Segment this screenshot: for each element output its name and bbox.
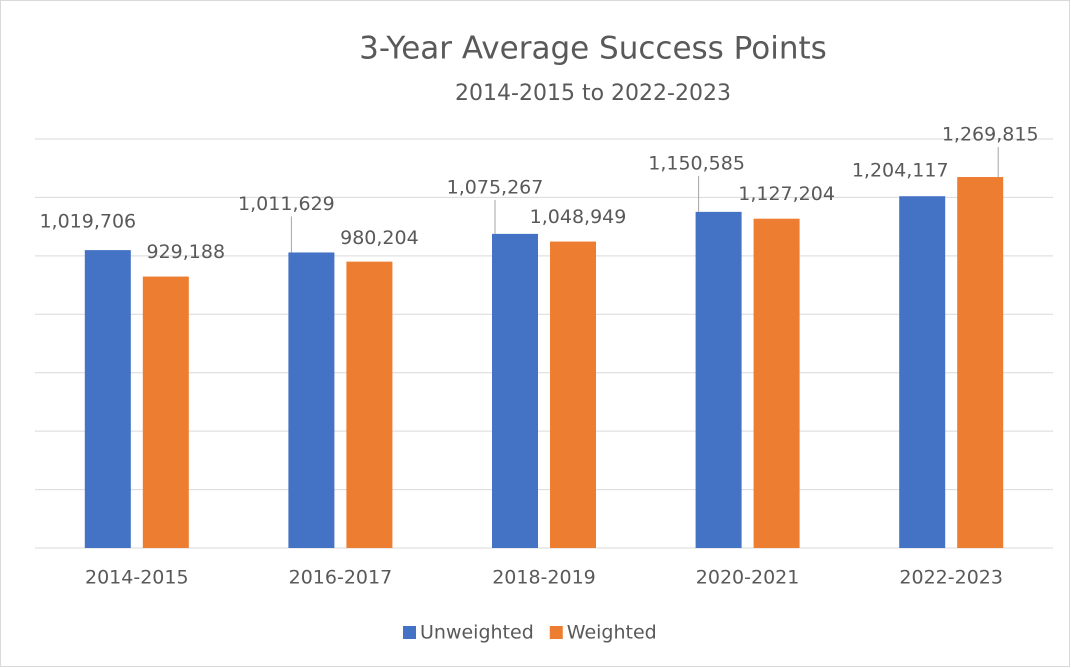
data-label: 1,011,629 xyxy=(238,193,335,215)
data-label: 1,204,117 xyxy=(852,160,949,182)
data-label: 1,019,706 xyxy=(39,211,136,233)
bar xyxy=(957,177,1004,548)
data-label: 980,204 xyxy=(340,227,419,249)
x-tick-label: 2016-2017 xyxy=(289,567,393,589)
data-label: 1,075,267 xyxy=(447,176,544,198)
bar xyxy=(753,218,800,548)
x-tick-label: 2020-2021 xyxy=(696,567,800,589)
bar xyxy=(346,261,393,548)
bar xyxy=(550,241,596,548)
data-label: 929,188 xyxy=(147,241,226,263)
bar xyxy=(288,252,335,548)
data-label: 1,150,585 xyxy=(648,152,745,174)
chart-subtitle: 2014-2015 to 2022-2023 xyxy=(455,81,731,106)
bar xyxy=(142,276,189,548)
x-tick-label: 2022-2023 xyxy=(899,567,1003,589)
bar xyxy=(899,196,946,548)
data-label: 1,048,949 xyxy=(530,206,627,228)
legend-swatch xyxy=(403,626,416,639)
legend-swatch xyxy=(549,626,563,639)
data-label: 1,269,815 xyxy=(942,124,1039,146)
x-tick-label: 2018-2019 xyxy=(492,567,596,589)
legend-label: Unweighted xyxy=(420,622,534,644)
x-tick-label: 2014-2015 xyxy=(85,567,189,589)
bar xyxy=(84,250,131,549)
legend-label: Weighted xyxy=(567,622,657,644)
bar xyxy=(492,233,538,549)
data-label: 1,127,204 xyxy=(738,183,835,205)
chart-title: 3-Year Average Success Points xyxy=(359,31,827,67)
bar xyxy=(695,211,742,548)
